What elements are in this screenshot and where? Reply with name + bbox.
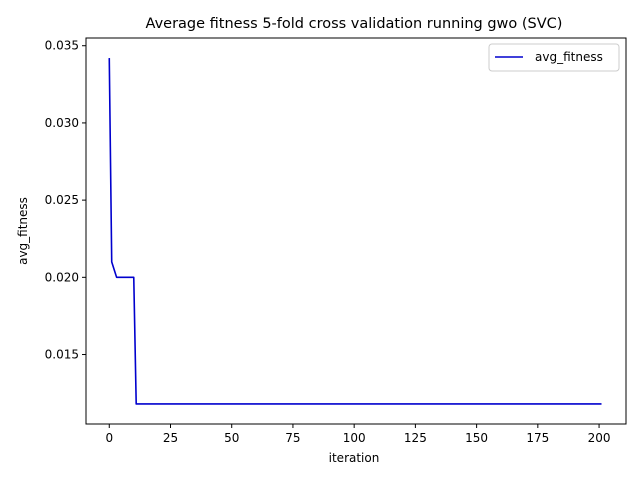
x-tick-label: 150 (465, 431, 488, 445)
chart-title: Average fitness 5-fold cross validation … (146, 16, 563, 32)
x-tick-label: 100 (343, 431, 366, 445)
x-tick-label: 0 (105, 431, 113, 445)
y-tick-label: 0.035 (45, 39, 79, 53)
plot-frame (85, 37, 627, 425)
y-axis-label: avg_fitness (16, 197, 30, 265)
x-tick-label: 125 (404, 431, 427, 445)
x-axis: 0 25 50 75 100 125 150 175 200 (105, 424, 611, 445)
x-axis-label: iteration (329, 451, 380, 465)
x-tick-label: 50 (224, 431, 239, 445)
x-tick-label: 25 (163, 431, 178, 445)
legend-box (488, 43, 620, 72)
x-tick-label: 200 (588, 431, 611, 445)
series-layer (108, 58, 602, 405)
y-tick-label: 0.025 (45, 193, 79, 207)
x-tick-label: 75 (285, 431, 300, 445)
y-axis: 0.015 0.020 0.025 0.030 0.035 (45, 39, 86, 362)
y-tick-label: 0.030 (45, 116, 79, 130)
y-tick-label: 0.015 (45, 348, 79, 362)
series-line-1 (108, 58, 602, 405)
legend-label: avg_fitness (535, 50, 603, 64)
x-tick-label: 175 (526, 431, 549, 445)
y-tick-label: 0.020 (45, 270, 79, 284)
legend: avg_fitness (488, 43, 620, 72)
